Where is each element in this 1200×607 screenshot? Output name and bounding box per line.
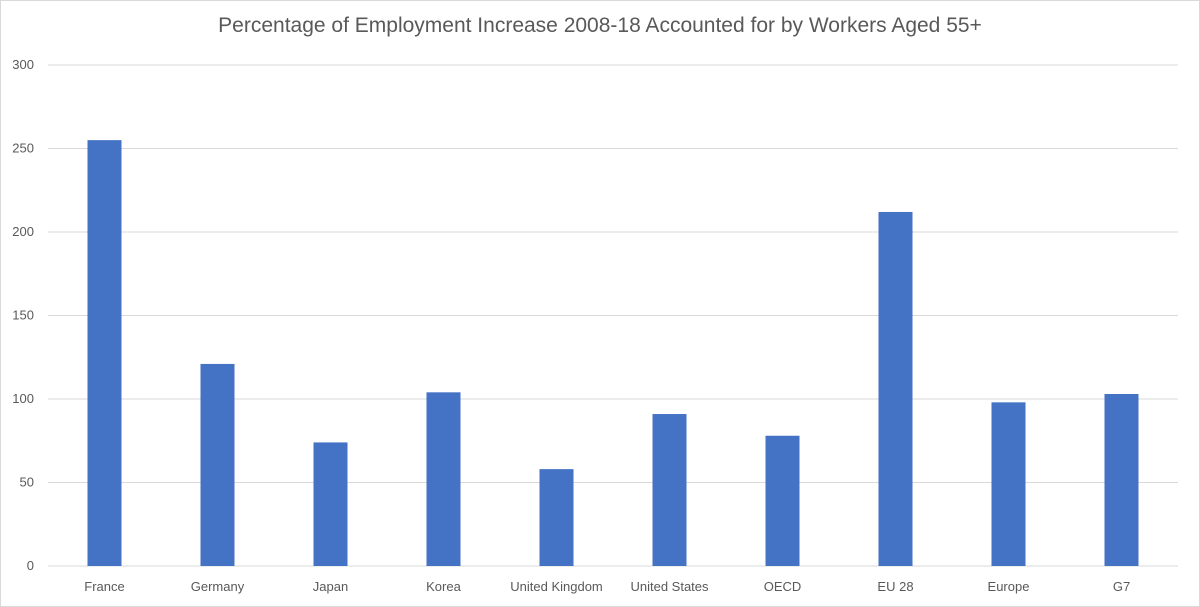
x-tick-label-united-kingdom: United Kingdom xyxy=(510,579,603,594)
y-tick-label-200: 200 xyxy=(12,224,34,239)
x-tick-label-korea: Korea xyxy=(426,579,461,594)
bar-united-states xyxy=(652,414,687,566)
x-tick-label-g7: G7 xyxy=(1113,579,1130,594)
x-tick-label-eu-28: EU 28 xyxy=(877,579,913,594)
bar-europe xyxy=(991,402,1026,566)
bar-japan xyxy=(313,442,348,566)
x-tick-label-united-states: United States xyxy=(630,579,709,594)
y-tick-label-150: 150 xyxy=(12,308,34,323)
chart-title: Percentage of Employment Increase 2008-1… xyxy=(218,14,982,37)
y-tick-label-0: 0 xyxy=(27,558,34,573)
x-tick-label-europe: Europe xyxy=(988,579,1030,594)
bar-france xyxy=(87,140,122,566)
y-tick-label-100: 100 xyxy=(12,391,34,406)
bar-oecd xyxy=(765,435,800,566)
x-tick-label-japan: Japan xyxy=(313,579,348,594)
bar-united-kingdom xyxy=(539,469,574,566)
bar-germany xyxy=(200,363,235,566)
y-tick-label-250: 250 xyxy=(12,141,34,156)
x-tick-label-oecd: OECD xyxy=(764,579,802,594)
y-tick-label-50: 50 xyxy=(20,475,34,490)
x-tick-label-germany: Germany xyxy=(191,579,245,594)
bar-korea xyxy=(426,392,461,566)
bar-g7 xyxy=(1104,393,1139,566)
y-tick-label-300: 300 xyxy=(12,57,34,72)
bar-eu-28 xyxy=(878,211,913,566)
x-tick-label-france: France xyxy=(84,579,124,594)
